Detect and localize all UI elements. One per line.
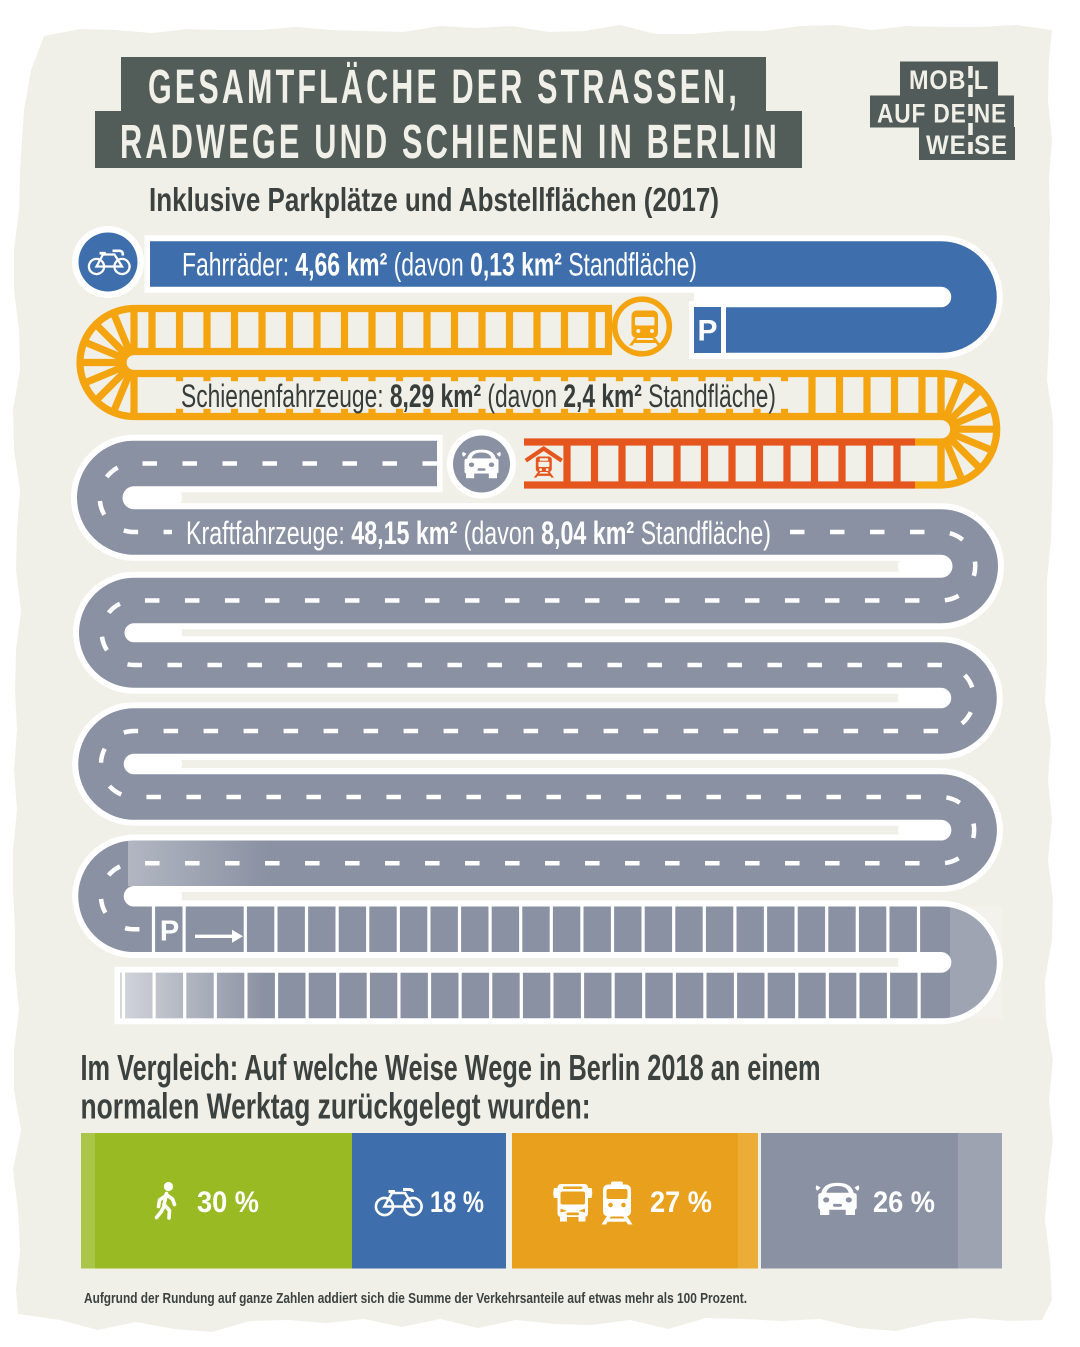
svg-text:normalen Werktag zurückgelegt: normalen Werktag zurückgelegt wurden: — [81, 1086, 591, 1127]
svg-text:Aufgrund der Rundung auf ganze: Aufgrund der Rundung auf ganze Zahlen ad… — [84, 1291, 747, 1307]
svg-text:P: P — [697, 315, 717, 348]
svg-text:Schienenfahrzeuge: 8,29 km² (d: Schienenfahrzeuge: 8,29 km² (davon 2,4 k… — [181, 378, 776, 414]
svg-text:27 %: 27 % — [650, 1186, 712, 1219]
svg-text:Fahrräder: 4,66 km² (davon 0,1: Fahrräder: 4,66 km² (davon 0,13 km² Stan… — [182, 247, 697, 283]
svg-text:30 %: 30 % — [197, 1186, 259, 1219]
svg-text:AUF DE NE: AUF DE NE — [877, 99, 1007, 129]
svg-text:RADWEGE UND SCHIENEN IN BERLIN: RADWEGE UND SCHIENEN IN BERLIN — [120, 116, 780, 169]
svg-text:Kraftfahrzeuge: 48,15 km² (dav: Kraftfahrzeuge: 48,15 km² (davon 8,04 km… — [186, 515, 771, 551]
svg-text:Im Vergleich: Auf welche Weise: Im Vergleich: Auf welche Weise Wege in B… — [81, 1047, 821, 1088]
svg-text:P: P — [160, 916, 179, 948]
svg-text:26 %: 26 % — [873, 1186, 935, 1219]
svg-text:18 %: 18 % — [430, 1186, 484, 1219]
svg-text:Inklusive Parkplätze und Abste: Inklusive Parkplätze und Abstellflächen … — [149, 181, 719, 218]
svg-text:GESAMTFLÄCHE DER STRASSEN,: GESAMTFLÄCHE DER STRASSEN, — [148, 61, 740, 114]
svg-text:WE SE: WE SE — [926, 130, 1008, 160]
svg-text:MOB L: MOB L — [909, 65, 989, 95]
